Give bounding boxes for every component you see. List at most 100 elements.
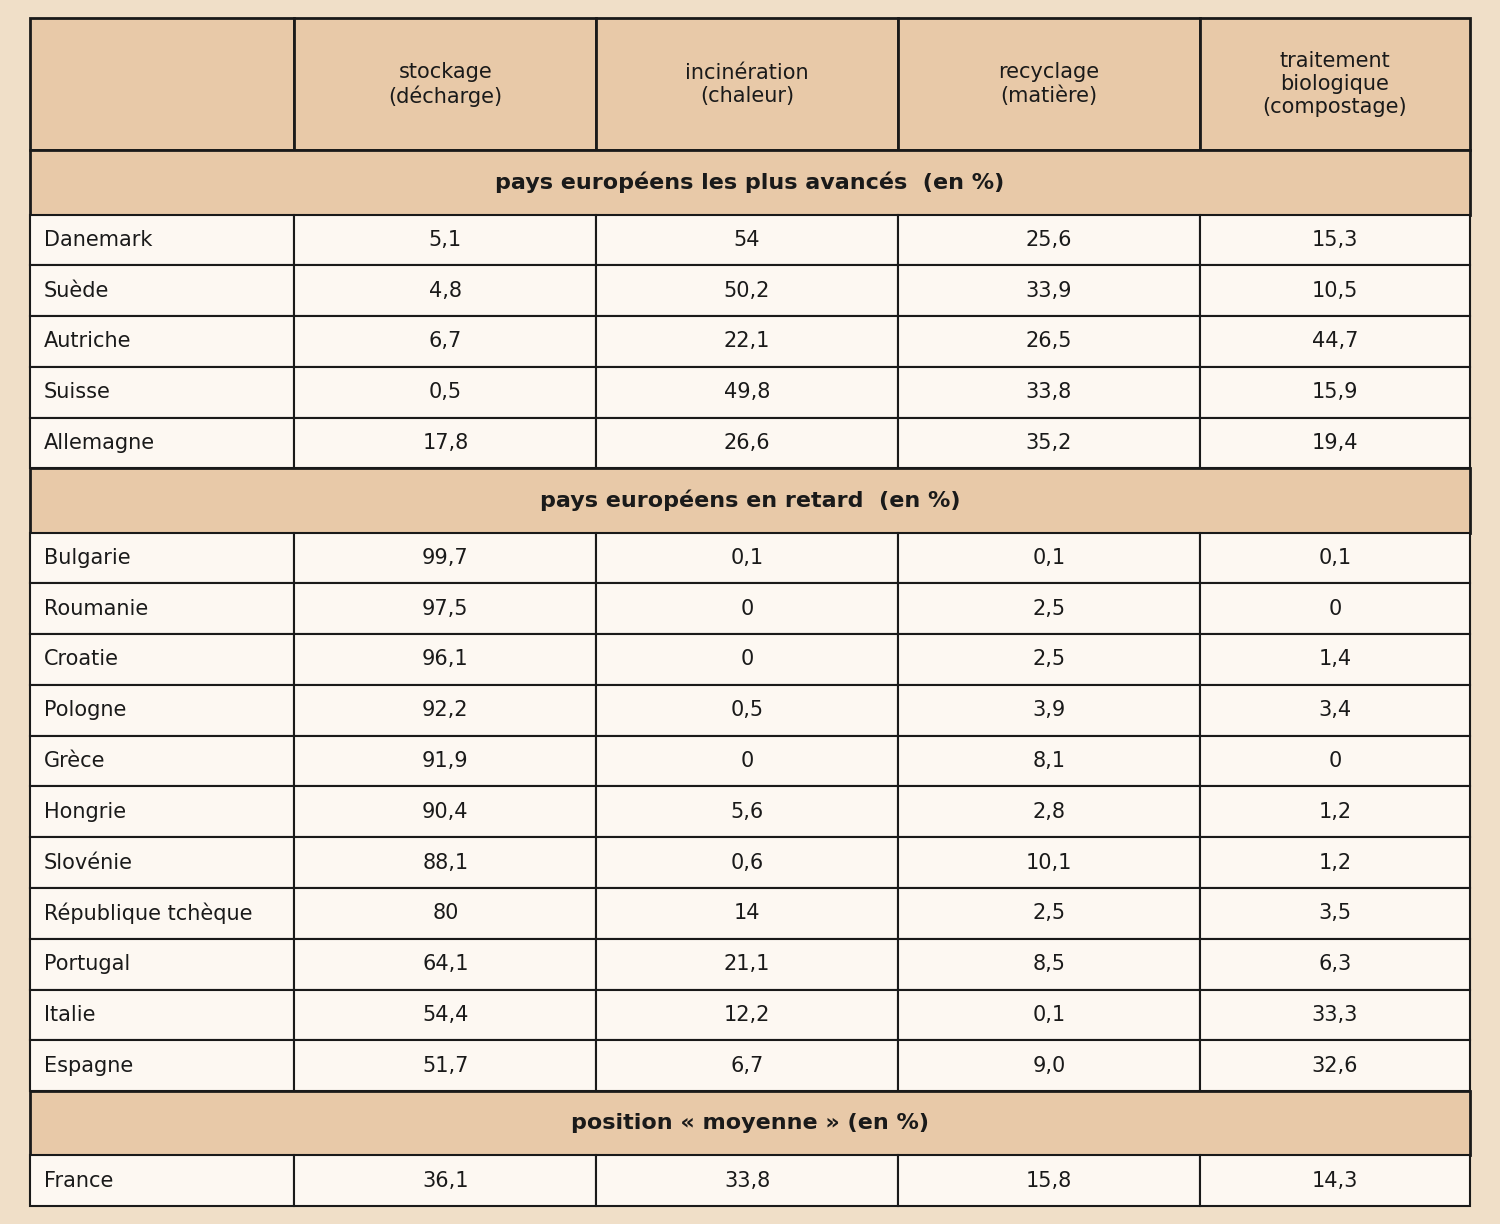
Text: 4,8: 4,8 bbox=[429, 280, 462, 301]
Text: 15,9: 15,9 bbox=[1311, 382, 1358, 403]
Bar bbox=[294, 939, 596, 989]
Bar bbox=[898, 837, 1200, 889]
Text: 3,5: 3,5 bbox=[1318, 903, 1352, 923]
Bar bbox=[596, 417, 898, 469]
Bar bbox=[294, 787, 596, 837]
Bar bbox=[898, 532, 1200, 584]
Bar bbox=[30, 266, 294, 316]
Bar bbox=[30, 736, 294, 787]
Text: Suède: Suède bbox=[44, 280, 110, 301]
Text: 8,5: 8,5 bbox=[1032, 955, 1065, 974]
Bar bbox=[30, 316, 294, 367]
Bar bbox=[596, 736, 898, 787]
Bar bbox=[30, 367, 294, 417]
Text: 26,6: 26,6 bbox=[723, 433, 771, 453]
Bar bbox=[30, 584, 294, 634]
Bar bbox=[1200, 634, 1470, 685]
Text: 54: 54 bbox=[734, 230, 760, 250]
Text: 5,6: 5,6 bbox=[730, 802, 764, 821]
Bar bbox=[898, 939, 1200, 989]
Text: 96,1: 96,1 bbox=[422, 650, 468, 670]
Bar bbox=[898, 214, 1200, 266]
Bar bbox=[596, 316, 898, 367]
Bar bbox=[596, 1155, 898, 1206]
Text: 32,6: 32,6 bbox=[1311, 1056, 1358, 1076]
Bar bbox=[898, 417, 1200, 469]
Text: 0,1: 0,1 bbox=[1318, 548, 1352, 568]
Text: 97,5: 97,5 bbox=[422, 599, 468, 618]
Text: Bulgarie: Bulgarie bbox=[44, 548, 130, 568]
Bar bbox=[294, 989, 596, 1040]
Bar bbox=[294, 1040, 596, 1091]
Bar bbox=[898, 1155, 1200, 1206]
Bar bbox=[898, 634, 1200, 685]
Bar bbox=[596, 266, 898, 316]
Bar bbox=[294, 1155, 596, 1206]
Bar bbox=[898, 367, 1200, 417]
Text: 19,4: 19,4 bbox=[1311, 433, 1358, 453]
Text: 0,6: 0,6 bbox=[730, 853, 764, 873]
Text: 2,5: 2,5 bbox=[1032, 650, 1065, 670]
Bar bbox=[898, 266, 1200, 316]
Text: 2,5: 2,5 bbox=[1032, 599, 1065, 618]
Text: 0: 0 bbox=[741, 650, 753, 670]
Text: 3,9: 3,9 bbox=[1032, 700, 1065, 720]
Text: 50,2: 50,2 bbox=[724, 280, 770, 301]
Text: 1,4: 1,4 bbox=[1318, 650, 1352, 670]
Bar bbox=[898, 1040, 1200, 1091]
Text: Pologne: Pologne bbox=[44, 700, 126, 720]
Bar bbox=[596, 634, 898, 685]
Text: 12,2: 12,2 bbox=[724, 1005, 770, 1024]
Bar bbox=[898, 989, 1200, 1040]
Text: République tchèque: République tchèque bbox=[44, 902, 252, 924]
Bar bbox=[596, 685, 898, 736]
Text: 0,5: 0,5 bbox=[730, 700, 764, 720]
Bar bbox=[1200, 939, 1470, 989]
Text: 0: 0 bbox=[741, 599, 753, 618]
Text: 33,8: 33,8 bbox=[724, 1170, 770, 1191]
Bar bbox=[1200, 266, 1470, 316]
Text: Grèce: Grèce bbox=[44, 752, 105, 771]
Text: 92,2: 92,2 bbox=[422, 700, 468, 720]
Bar bbox=[30, 214, 294, 266]
Text: 15,8: 15,8 bbox=[1026, 1170, 1072, 1191]
Text: Danemark: Danemark bbox=[44, 230, 153, 250]
Bar bbox=[1200, 837, 1470, 889]
Text: 8,1: 8,1 bbox=[1032, 752, 1065, 771]
Bar bbox=[30, 634, 294, 685]
Text: 2,5: 2,5 bbox=[1032, 903, 1065, 923]
Text: 3,4: 3,4 bbox=[1318, 700, 1352, 720]
Bar bbox=[1200, 367, 1470, 417]
Text: Suisse: Suisse bbox=[44, 382, 111, 403]
Bar bbox=[294, 634, 596, 685]
Text: 0,1: 0,1 bbox=[1032, 1005, 1065, 1024]
Bar bbox=[294, 736, 596, 787]
Bar bbox=[596, 214, 898, 266]
Bar bbox=[596, 584, 898, 634]
Text: Espagne: Espagne bbox=[44, 1056, 134, 1076]
Text: Roumanie: Roumanie bbox=[44, 599, 148, 618]
Bar bbox=[294, 266, 596, 316]
Bar bbox=[1200, 685, 1470, 736]
Text: 6,7: 6,7 bbox=[730, 1056, 764, 1076]
Bar bbox=[30, 469, 1470, 532]
Bar bbox=[30, 1091, 1470, 1155]
Bar bbox=[30, 989, 294, 1040]
Bar bbox=[30, 151, 1470, 214]
Bar bbox=[898, 584, 1200, 634]
Text: 10,1: 10,1 bbox=[1026, 853, 1072, 873]
Bar bbox=[294, 685, 596, 736]
Text: France: France bbox=[44, 1170, 114, 1191]
Text: 5,1: 5,1 bbox=[429, 230, 462, 250]
Text: 15,3: 15,3 bbox=[1311, 230, 1358, 250]
Bar bbox=[30, 889, 294, 939]
Bar bbox=[898, 889, 1200, 939]
Bar bbox=[898, 787, 1200, 837]
Bar bbox=[294, 532, 596, 584]
Bar bbox=[596, 889, 898, 939]
Text: 14: 14 bbox=[734, 903, 760, 923]
Text: 0: 0 bbox=[1328, 599, 1341, 618]
Text: 26,5: 26,5 bbox=[1026, 332, 1072, 351]
Text: 9,0: 9,0 bbox=[1032, 1056, 1065, 1076]
Text: Hongrie: Hongrie bbox=[44, 802, 126, 821]
